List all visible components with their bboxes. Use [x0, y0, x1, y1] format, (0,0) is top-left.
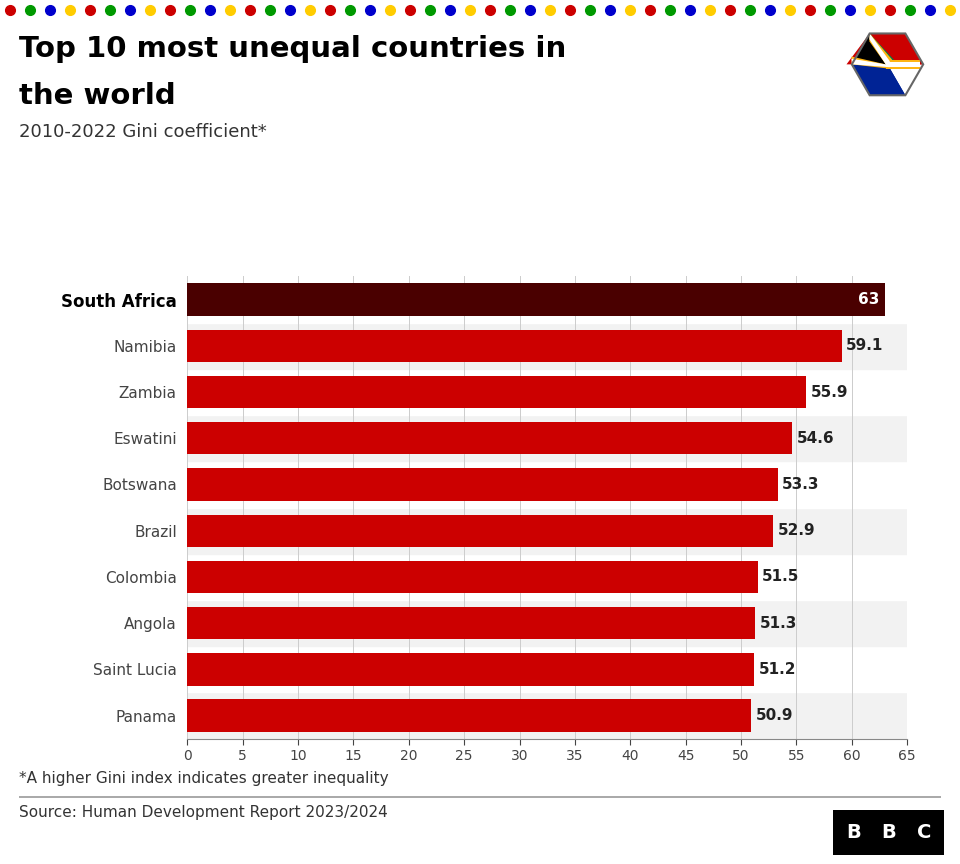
Bar [187, 700, 751, 732]
Bar [187, 515, 773, 547]
Polygon shape [852, 34, 886, 65]
Polygon shape [887, 34, 924, 65]
Bar [187, 376, 806, 408]
Bar [187, 415, 907, 461]
Bar [187, 653, 755, 685]
Polygon shape [886, 60, 920, 68]
Text: 51.2: 51.2 [758, 662, 796, 677]
Bar [187, 607, 756, 639]
Bar [187, 600, 907, 646]
Polygon shape [870, 34, 890, 65]
Bar [187, 561, 757, 593]
Polygon shape [847, 34, 924, 65]
Text: 52.9: 52.9 [778, 524, 815, 538]
Polygon shape [852, 56, 892, 69]
Polygon shape [870, 65, 905, 95]
Bar [187, 693, 907, 739]
Polygon shape [852, 59, 890, 67]
Bar [187, 646, 907, 693]
Text: 54.6: 54.6 [797, 431, 834, 446]
Bar [187, 507, 907, 554]
Polygon shape [870, 34, 924, 65]
Bar [187, 554, 907, 600]
Polygon shape [847, 65, 905, 95]
Bar [187, 468, 778, 500]
Polygon shape [852, 34, 924, 95]
Text: the world: the world [19, 82, 176, 110]
Bar [187, 422, 792, 454]
Text: 51.5: 51.5 [762, 569, 800, 584]
Polygon shape [852, 34, 899, 65]
Polygon shape [870, 34, 892, 65]
Text: Source: Human Development Report 2023/2024: Source: Human Development Report 2023/20… [19, 805, 388, 820]
Text: *A higher Gini index indicates greater inequality: *A higher Gini index indicates greater i… [19, 771, 389, 785]
Bar [187, 322, 907, 369]
Bar [187, 330, 842, 362]
Bar [187, 461, 907, 507]
Text: 55.9: 55.9 [811, 384, 849, 399]
Text: 59.1: 59.1 [847, 339, 883, 353]
Text: 63: 63 [858, 292, 879, 307]
Bar [187, 369, 907, 415]
Text: 51.3: 51.3 [760, 616, 797, 631]
Bar [187, 283, 885, 315]
Text: 2010-2022 Gini coefficient*: 2010-2022 Gini coefficient* [19, 123, 267, 141]
Polygon shape [852, 65, 887, 95]
Text: 53.3: 53.3 [782, 477, 820, 492]
Text: 50.9: 50.9 [756, 708, 793, 723]
Text: B: B [881, 823, 896, 842]
Polygon shape [886, 61, 920, 67]
Text: B: B [846, 823, 860, 842]
Bar [187, 276, 907, 322]
Text: Top 10 most unequal countries in: Top 10 most unequal countries in [19, 35, 566, 62]
Text: C: C [917, 823, 931, 842]
